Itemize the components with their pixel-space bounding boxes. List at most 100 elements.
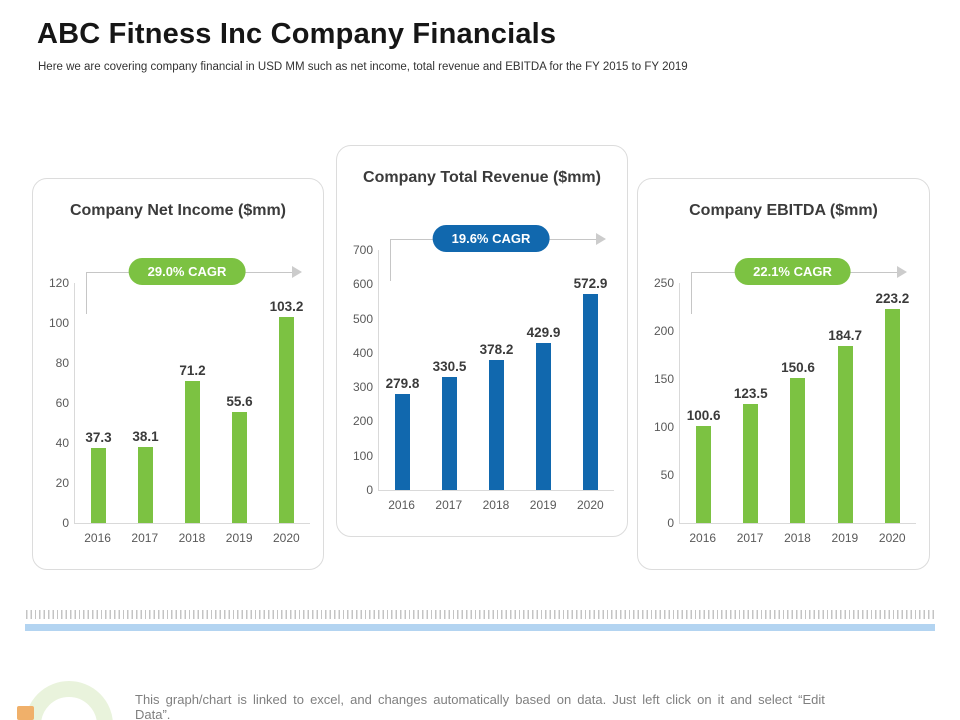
bar-value-label: 150.6 xyxy=(781,360,815,376)
bar-group: 71.2 xyxy=(170,363,215,523)
y-axis: 250 200 150 100 50 0 xyxy=(638,276,674,530)
y-tick-label: 0 xyxy=(62,516,69,530)
x-tick-label: 2020 xyxy=(878,531,906,545)
bar-value-label: 378.2 xyxy=(479,342,514,358)
bar[interactable] xyxy=(231,411,247,523)
chart-title: Company EBITDA ($mm) xyxy=(689,202,878,219)
bar[interactable] xyxy=(394,394,410,490)
bar-value-label: 330.5 xyxy=(432,358,467,374)
y-tick-label: 60 xyxy=(55,396,69,410)
bar[interactable] xyxy=(184,380,200,523)
bar-group: 223.2 xyxy=(870,291,915,523)
chart-card-net-income[interactable]: Company Net Income ($mm) 29.0% CAGR 120 1… xyxy=(32,178,324,570)
bar-group: 184.7 xyxy=(823,328,868,523)
x-tick-label: 2020 xyxy=(272,531,300,545)
bar-value-label: 223.2 xyxy=(875,290,910,306)
chart-card-total-revenue[interactable]: Company Total Revenue ($mm) 19.6% CAGR 7… xyxy=(336,145,628,537)
chart-title: Company Total Revenue ($mm) xyxy=(363,169,601,186)
cagr-arrow-elbow xyxy=(86,272,87,314)
x-tick-label: 2019 xyxy=(831,531,859,545)
x-axis: 2016 2017 2018 2019 2020 xyxy=(74,531,310,545)
bar-group: 55.6 xyxy=(217,394,262,523)
chart-title: Company Net Income ($mm) xyxy=(69,202,287,219)
bar[interactable] xyxy=(884,308,900,523)
cagr-arrowhead-icon xyxy=(596,233,606,245)
y-tick-label: 0 xyxy=(366,483,373,497)
y-tick-label: 500 xyxy=(352,311,373,326)
x-tick-label: 2016 xyxy=(388,498,415,512)
y-tick-label: 40 xyxy=(55,436,69,450)
chart-card-ebitda[interactable]: Company EBITDA ($mm) 22.1% CAGR 250 200 15… xyxy=(637,178,930,570)
bar[interactable] xyxy=(743,404,759,523)
bar-group: 330.5 xyxy=(427,359,472,490)
x-tick-label: 2017 xyxy=(736,531,764,545)
bar-value-label: 55.6 xyxy=(226,393,253,409)
bar-value-label: 279.8 xyxy=(385,376,420,392)
cagr-badge: 29.0% CAGR xyxy=(128,258,246,285)
footer-note: This graph/chart is linked to excel, and… xyxy=(135,692,825,720)
bar[interactable] xyxy=(837,345,853,523)
cagr-badge: 19.6% CAGR xyxy=(432,225,550,252)
y-tick-label: 50 xyxy=(660,468,674,482)
cagr-arrowhead-icon xyxy=(292,266,302,278)
bar-group: 103.2 xyxy=(264,299,309,523)
bar-group: 38.1 xyxy=(123,429,168,523)
bar[interactable] xyxy=(696,426,712,523)
dotted-divider xyxy=(26,610,934,619)
bar[interactable] xyxy=(90,448,106,523)
plot-area: 279.8 330.5 378.2 429.9 572.9 xyxy=(378,250,614,491)
bar[interactable] xyxy=(137,446,153,523)
y-tick-label: 20 xyxy=(55,476,69,490)
y-tick-label: 200 xyxy=(653,324,674,338)
bar-value-label: 100.6 xyxy=(686,408,721,424)
bar[interactable] xyxy=(441,376,457,490)
y-tick-label: 80 xyxy=(55,356,69,370)
bar[interactable] xyxy=(582,293,598,490)
x-tick-label: 2017 xyxy=(131,531,159,545)
decorative-ring xyxy=(25,681,113,720)
bar[interactable] xyxy=(488,360,504,490)
x-tick-label: 2018 xyxy=(482,498,510,512)
plot-area: 100.6 123.5 150.6 184.7 223.2 xyxy=(679,283,916,524)
y-tick-label: 200 xyxy=(352,414,373,429)
cagr-arrow-elbow xyxy=(691,272,692,314)
bar-group: 572.9 xyxy=(568,276,613,490)
y-tick-label: 100 xyxy=(352,448,373,463)
bar-group: 100.6 xyxy=(681,408,726,523)
blue-divider xyxy=(25,624,935,631)
x-tick-label: 2016 xyxy=(689,531,717,545)
bar-group: 429.9 xyxy=(521,325,566,490)
y-axis: 700 600 500 400 300 200 100 0 xyxy=(337,243,373,497)
bar-value-label: 429.9 xyxy=(526,324,561,340)
x-tick-label: 2020 xyxy=(576,498,604,512)
y-tick-label: 100 xyxy=(48,316,69,330)
bar-chart-total-revenue: 700 600 500 400 300 200 100 0 279.8 330.5 378.2 429… xyxy=(337,242,627,532)
x-axis: 2016 2017 2018 2019 2020 xyxy=(378,498,614,512)
page-title: ABC Fitness Inc Company Financials xyxy=(37,18,557,50)
bar-group: 37.3 xyxy=(76,430,121,523)
y-tick-label: 100 xyxy=(653,420,674,434)
bar-value-label: 38.1 xyxy=(132,428,159,444)
x-tick-label: 2018 xyxy=(178,531,206,545)
x-tick-label: 2017 xyxy=(435,498,463,512)
x-axis: 2016 2017 2018 2019 2020 xyxy=(679,531,916,545)
y-tick-label: 150 xyxy=(653,372,674,386)
decorative-orange-shape xyxy=(17,706,34,720)
bar[interactable] xyxy=(535,342,551,490)
bar-value-label: 71.2 xyxy=(179,362,206,378)
bar-group: 150.6 xyxy=(776,360,821,523)
cagr-arrowhead-icon xyxy=(897,266,907,278)
bar[interactable] xyxy=(790,378,806,523)
x-tick-label: 2018 xyxy=(784,531,811,545)
x-tick-label: 2019 xyxy=(225,531,253,545)
bar-group: 123.5 xyxy=(728,386,773,523)
y-tick-label: 250 xyxy=(653,276,674,290)
y-tick-label: 0 xyxy=(667,516,674,530)
y-tick-label: 120 xyxy=(48,276,69,290)
bar[interactable] xyxy=(278,316,294,523)
bar-value-label: 184.7 xyxy=(828,327,863,343)
cagr-badge: 22.1% CAGR xyxy=(734,258,851,285)
bar-group: 378.2 xyxy=(474,342,519,490)
bar-value-label: 37.3 xyxy=(85,430,112,446)
